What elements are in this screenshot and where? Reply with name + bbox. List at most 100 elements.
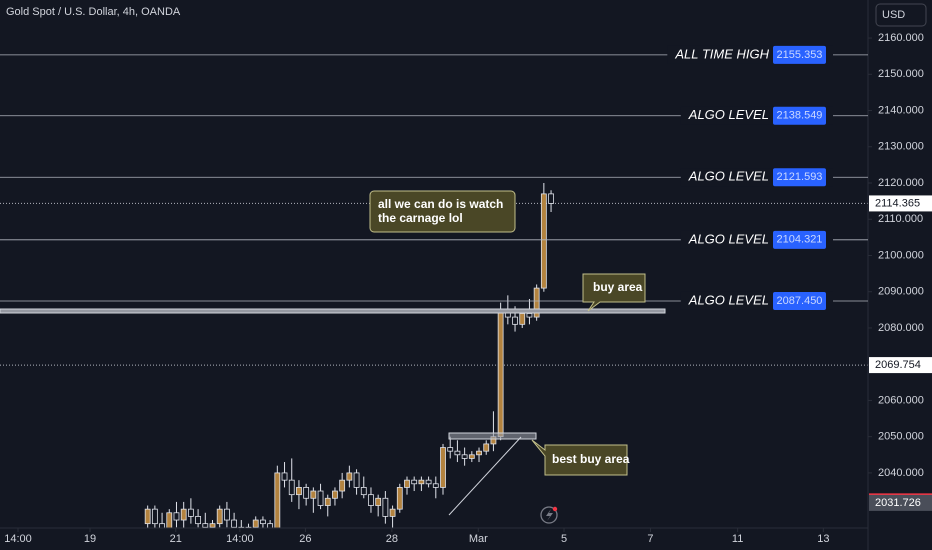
candle-body — [432, 483, 439, 488]
level-name: ALGO LEVEL — [688, 169, 769, 184]
candle-body — [224, 508, 230, 521]
price-box — [869, 357, 932, 374]
candle-body — [533, 287, 540, 318]
x-tick-label: 14:00 — [226, 533, 254, 545]
y-tick-label: 2040.000 — [878, 467, 924, 479]
candle-body — [310, 490, 317, 499]
candle-body — [540, 193, 547, 289]
candle-body — [195, 516, 201, 525]
annotation: best buy area — [552, 452, 630, 466]
price-box — [869, 494, 932, 511]
candle-body — [274, 472, 281, 528]
candle-body — [332, 490, 338, 499]
candle-body — [260, 519, 266, 525]
y-tick-label: 2060.000 — [878, 394, 924, 406]
candle-body — [288, 479, 295, 496]
candle-body — [404, 479, 410, 488]
x-tick-label: 21 — [170, 533, 182, 545]
candle-body — [317, 490, 324, 506]
candle-body — [303, 487, 310, 499]
annotation: buy area — [593, 280, 643, 294]
price-label: 2069.754 — [875, 359, 921, 371]
x-tick-label: 19 — [84, 533, 96, 545]
level-name: ALGO LEVEL — [688, 107, 769, 122]
candle-body — [324, 497, 331, 506]
plot-area — [0, 183, 868, 528]
candle-body — [461, 454, 468, 459]
candle-body — [454, 450, 461, 456]
callout: all we can do is watch the carnage lol — [369, 190, 516, 233]
candle-body — [267, 523, 274, 528]
candle-body — [187, 508, 194, 517]
level-box — [773, 291, 826, 310]
candle-body — [166, 512, 173, 528]
candle-body — [360, 487, 367, 496]
y-tick-label: 2150.000 — [878, 68, 924, 80]
y-tick-label: 2080.000 — [878, 322, 924, 334]
candle-body — [440, 447, 446, 488]
level-box — [773, 230, 826, 249]
candle-body — [425, 479, 432, 485]
candle-body — [389, 508, 396, 517]
y-tick-label: 2110.000 — [878, 213, 923, 225]
candle-body — [209, 523, 216, 528]
candle-body — [173, 512, 180, 521]
price-axis — [868, 0, 932, 550]
candle-body — [483, 443, 490, 452]
callout: buy area — [582, 273, 646, 312]
candle-body — [411, 479, 418, 485]
candle-body — [519, 313, 526, 325]
level-name: ALL TIME HIGH — [674, 46, 769, 61]
y-tick-label: 2140.000 — [878, 104, 924, 116]
candle-body — [144, 508, 151, 525]
candle-body — [180, 508, 187, 521]
candle-body — [468, 454, 475, 459]
candle-body — [396, 487, 403, 510]
candle-body — [368, 494, 374, 506]
annotation-line: the carnage lol — [378, 211, 463, 225]
buy-zone — [0, 308, 666, 314]
candle-body — [375, 497, 382, 506]
level-value: 2087.450 — [777, 295, 823, 307]
candle-body — [151, 508, 158, 525]
level-box — [773, 168, 826, 187]
candle-body — [252, 519, 259, 528]
level-value: 2121.593 — [777, 171, 823, 183]
candle-body — [281, 472, 288, 481]
candle-body — [339, 479, 346, 492]
chart-title: Gold Spot / U.S. Dollar, 4h, OANDA — [6, 6, 181, 18]
price-label: 2031.726 — [875, 497, 921, 509]
x-tick-label: Mar — [469, 533, 488, 545]
x-tick-label: 13 — [817, 533, 829, 545]
x-tick-label: 7 — [647, 533, 653, 545]
price-box — [869, 195, 932, 212]
x-tick-label: 5 — [561, 533, 567, 545]
level-name: ALGO LEVEL — [688, 231, 769, 246]
candle-body — [447, 447, 454, 452]
alert-icon[interactable] — [540, 506, 558, 524]
x-tick-label: 28 — [386, 533, 398, 545]
best-buy-zone — [448, 432, 537, 440]
candle-body — [512, 316, 518, 325]
y-tick-label: 2100.000 — [878, 249, 924, 261]
x-tick-label: 11 — [732, 533, 743, 545]
candle-body — [548, 193, 554, 204]
candle-body — [382, 497, 389, 517]
candle-body — [159, 523, 165, 528]
y-tick-label: 2090.000 — [878, 286, 924, 298]
callout: best buy area — [531, 439, 630, 476]
currency-box[interactable] — [875, 3, 927, 27]
candle-body — [353, 472, 360, 488]
y-tick-label: 2160.000 — [878, 32, 924, 44]
candle-body — [231, 519, 238, 528]
candle-body — [202, 523, 209, 528]
level-box — [773, 45, 826, 64]
candle-body — [296, 487, 302, 496]
level-name: ALGO LEVEL — [688, 292, 769, 307]
level-value: 2155.353 — [777, 49, 823, 61]
candle-body — [346, 472, 353, 481]
x-tick-label: 14:00 — [4, 533, 32, 545]
y-tick-label: 2050.000 — [878, 431, 924, 443]
currency: USD — [882, 9, 905, 21]
y-tick-label: 2130.000 — [878, 141, 924, 153]
